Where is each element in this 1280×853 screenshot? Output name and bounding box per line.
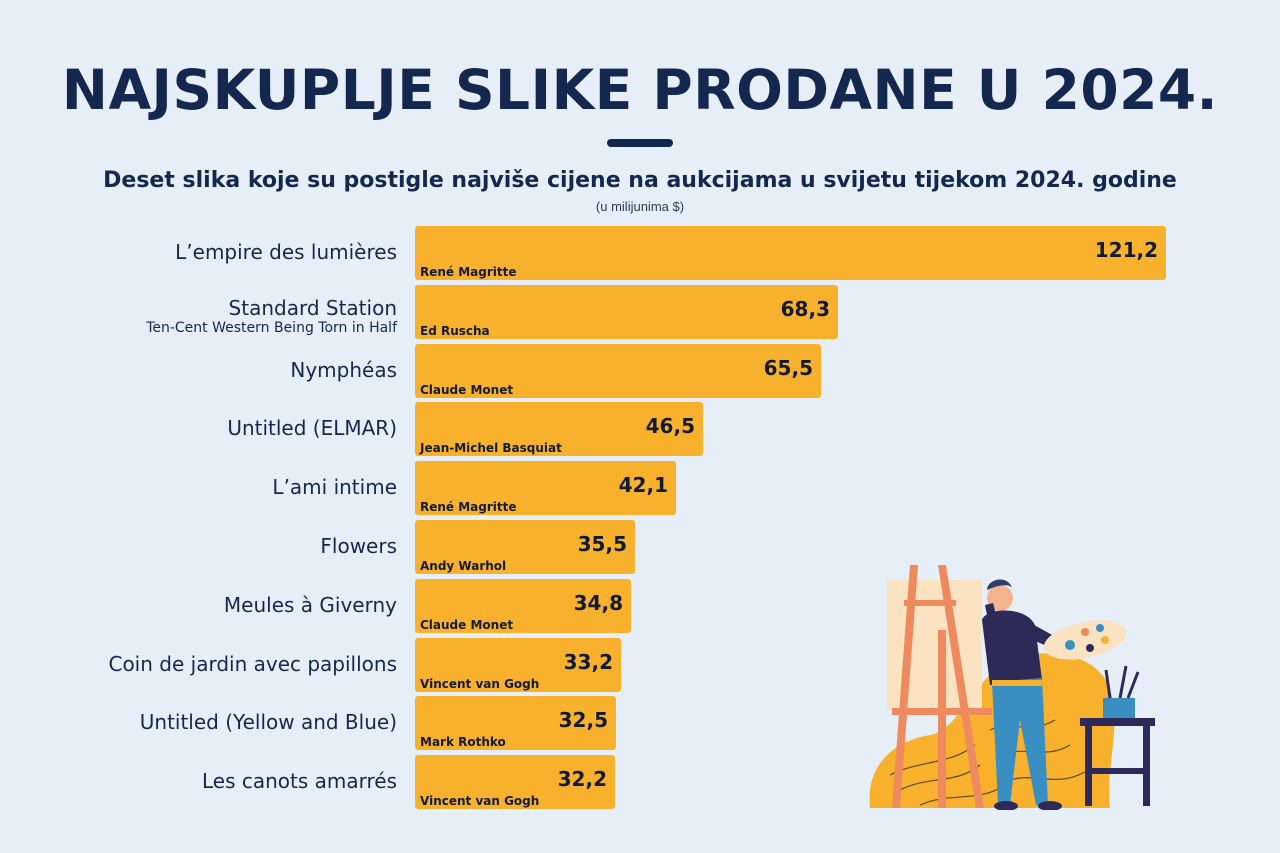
category-title: L’empire des lumières xyxy=(175,240,397,264)
title-divider xyxy=(607,139,673,147)
bar-row: Flowers 35,5 Andy Warhol xyxy=(0,520,1280,574)
bar-value-label: 46,5 xyxy=(645,414,695,439)
bar: 35,5 Andy Warhol xyxy=(415,520,635,574)
bar-artist-label: Andy Warhol xyxy=(420,559,507,573)
bar-value-label: 33,2 xyxy=(563,649,613,674)
bar-artist-label: Vincent van Gogh xyxy=(420,676,540,691)
category-label: Coin de jardin avec papillons xyxy=(108,652,397,676)
category-label: L’ami intime xyxy=(272,475,397,499)
category-title: Coin de jardin avec papillons xyxy=(108,651,397,676)
category-title: Flowers xyxy=(320,534,397,558)
bar-value-label: 42,1 xyxy=(618,473,668,498)
bar-row: Meules à Giverny 34,8 Claude Monet xyxy=(0,578,1280,633)
category-title: L’ami intime xyxy=(272,475,397,500)
category-label: Untitled (ELMAR) xyxy=(227,416,397,440)
painter-at-easel-illustration xyxy=(869,565,1155,810)
bar-row: Nymphéas 65,5 Claude Monet xyxy=(0,343,1280,398)
chart-title: NAJSKUPLJE SLIKE PRODANE U 2024. xyxy=(61,58,1219,122)
category-title: Nymphéas xyxy=(290,357,397,382)
bar-value-label: 68,3 xyxy=(780,296,830,321)
category-title: Untitled (Yellow and Blue) xyxy=(139,710,397,735)
bar: 46,5 Jean-Michel Basquiat xyxy=(415,402,703,457)
bar-artist-label: René Magritte xyxy=(420,500,517,515)
unit-label: (u milijunima $) xyxy=(595,199,685,214)
bar-row: Les canots amarrés 32,2 Vincent van Gogh xyxy=(0,755,1280,810)
bar: 33,2 Vincent van Gogh xyxy=(415,637,621,692)
bar-value-label: 32,5 xyxy=(558,708,608,733)
bar-value-label: 121,2 xyxy=(1094,238,1158,262)
bar-artist-label: Mark Rothko xyxy=(420,735,506,750)
category-title: Meules à Giverny xyxy=(223,592,397,617)
bar-row: Standard Station Ten-Cent Western Being T… xyxy=(0,284,1280,339)
bar: 32,5 Mark Rothko xyxy=(415,696,616,751)
bar-row: Untitled (ELMAR) 46,5 Jean-Michel Basquiat xyxy=(0,402,1280,457)
bar-row: L’empire des lumières 121,2 René Magritte xyxy=(0,226,1280,280)
bar: 68,3 Ed Ruscha xyxy=(415,284,838,339)
category-label: Nymphéas xyxy=(290,358,397,382)
bar: 65,5 Claude Monet xyxy=(415,343,821,398)
category-label: Untitled (Yellow and Blue) xyxy=(140,710,397,734)
bar-value-label: 34,8 xyxy=(573,590,623,615)
category-title: Untitled (ELMAR) xyxy=(227,416,397,441)
bar: 42,1 René Magritte xyxy=(415,461,676,516)
bar-value-label: 35,5 xyxy=(577,532,627,556)
bar: 121,2 René Magritte xyxy=(415,226,1166,280)
chart-subtitle: Deset slika koje su postigle najviše cij… xyxy=(103,168,1177,193)
category-label: Standard Station Ten-Cent Western Being T… xyxy=(146,296,397,336)
bar-artist-label: Claude Monet xyxy=(420,382,514,397)
bar-artist-label: Jean-Michel Basquiat xyxy=(420,441,562,456)
category-subtitle: Ten-Cent Western Being Torn in Half xyxy=(146,319,397,336)
category-title: Standard Station xyxy=(228,295,397,320)
category-label: Les canots amarrés xyxy=(202,769,397,793)
bar: 34,8 Claude Monet xyxy=(415,578,631,633)
category-label: Meules à Giverny xyxy=(224,593,397,617)
bar-value-label: 32,2 xyxy=(557,767,607,792)
category-label: L’empire des lumières xyxy=(175,240,397,264)
bar: 32,2 Vincent van Gogh xyxy=(415,755,615,810)
bar-value-label: 65,5 xyxy=(763,355,813,380)
bar-artist-label: René Magritte xyxy=(420,265,517,279)
bar-row: L’ami intime 42,1 René Magritte xyxy=(0,461,1280,516)
bar-row: Untitled (Yellow and Blue) 32,5 Mark Rothk… xyxy=(0,696,1280,751)
bar-artist-label: Claude Monet xyxy=(420,617,514,632)
category-label: Flowers xyxy=(320,534,397,558)
category-title: Les canots amarrés xyxy=(201,769,397,794)
bar-artist-label: Ed Ruscha xyxy=(420,323,490,338)
bar-artist-label: Vincent van Gogh xyxy=(420,794,540,809)
bar-row: Coin de jardin avec papillons 33,2 Vincent… xyxy=(0,637,1280,692)
